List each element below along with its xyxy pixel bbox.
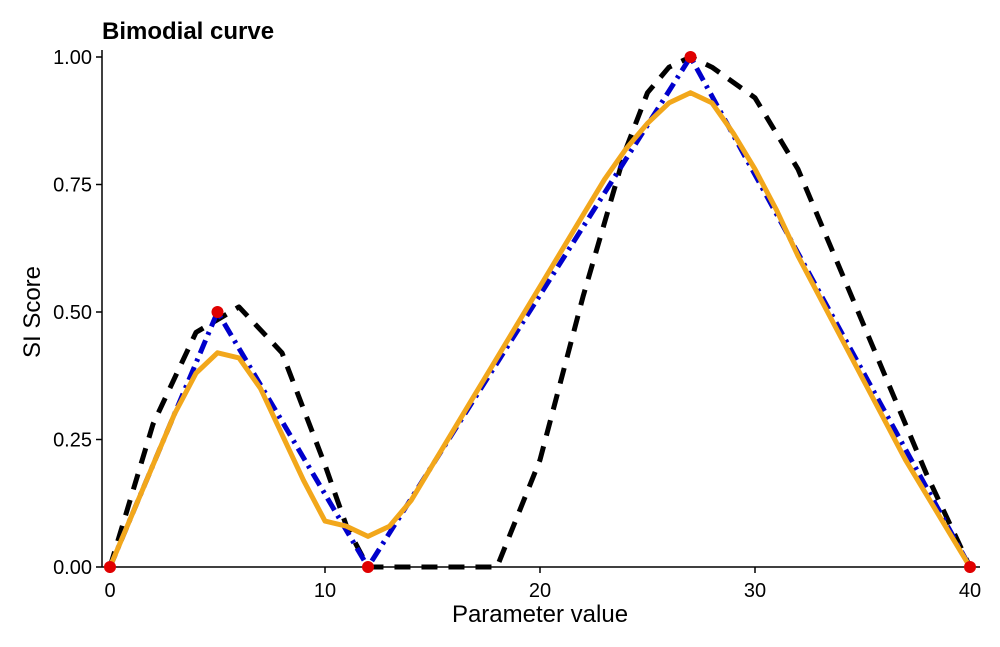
solid-series-line — [107, 90, 973, 569]
y-tick-label: 0.00 — [53, 557, 92, 579]
data-point — [964, 561, 976, 573]
x-tick-label: 40 — [959, 580, 981, 602]
axes — [101, 50, 980, 568]
y-tick-label: 1.00 — [53, 47, 92, 69]
x-tick-label: 20 — [529, 580, 551, 602]
dotdash-series-line — [107, 54, 973, 570]
x-tick-label: 30 — [744, 580, 766, 602]
ticks: 0 10 20 30 40 0.00 0.25 0.50 0.75 1.00 — [53, 47, 981, 602]
x-axis-title: Parameter value — [452, 601, 628, 628]
data-point — [104, 561, 116, 573]
y-tick-label: 0.25 — [53, 430, 92, 452]
y-tick-label: 0.75 — [53, 175, 92, 197]
data-point — [211, 306, 224, 318]
x-tick-label: 10 — [314, 580, 336, 602]
y-axis-title: SI Score — [19, 266, 46, 358]
y-tick-label: 0.50 — [53, 302, 92, 324]
data-point — [362, 561, 374, 573]
points-layer — [104, 51, 976, 573]
dashed-series-line — [107, 54, 973, 570]
x-tick-label: 0 — [104, 580, 115, 602]
series-layer — [107, 54, 973, 570]
chart-title: Bimodial curve — [102, 18, 274, 45]
data-point — [684, 51, 697, 63]
